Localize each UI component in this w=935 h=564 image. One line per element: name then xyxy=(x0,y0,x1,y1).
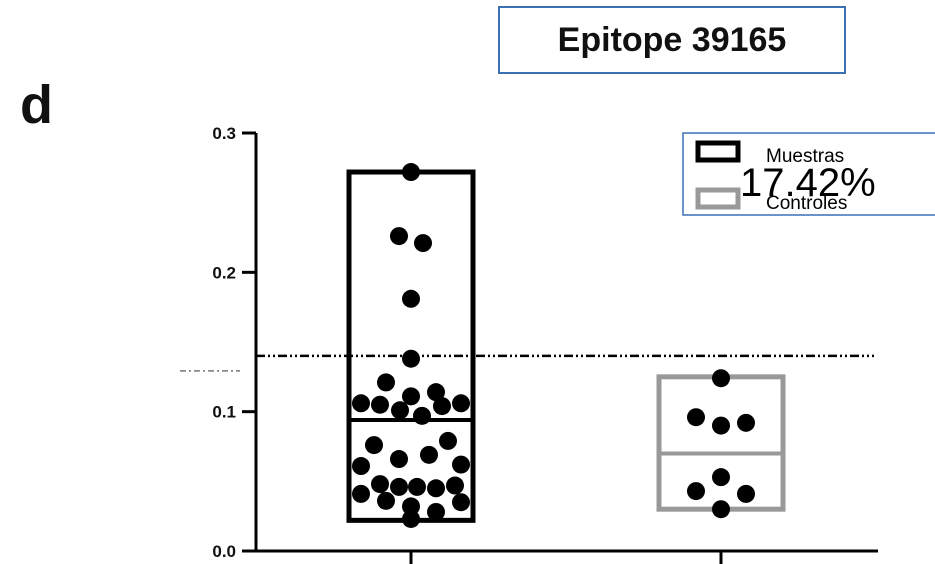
y-tick-label: 0.1 xyxy=(212,403,236,422)
data-point xyxy=(377,491,395,510)
y-tick-label: 0.0 xyxy=(212,542,236,561)
panel-label: d xyxy=(20,75,53,135)
data-point xyxy=(737,484,755,503)
data-point xyxy=(413,406,431,425)
data-point xyxy=(390,477,408,496)
data-point xyxy=(352,457,370,476)
data-point xyxy=(391,401,409,420)
percentage-annotation: 17.42% xyxy=(740,161,876,205)
data-point xyxy=(390,227,408,246)
data-point xyxy=(365,436,383,455)
data-point xyxy=(402,163,420,182)
y-tick-label: 0.3 xyxy=(212,124,236,143)
data-point xyxy=(402,497,420,516)
legend-label-controls: Controles xyxy=(766,193,847,214)
data-point xyxy=(712,416,730,435)
data-point xyxy=(452,455,470,474)
data-point xyxy=(427,479,445,498)
data-point xyxy=(390,450,408,469)
data-point xyxy=(402,509,420,528)
data-point xyxy=(402,349,420,368)
data-point xyxy=(712,468,730,487)
data-point xyxy=(352,394,370,413)
data-point xyxy=(712,369,730,388)
data-point xyxy=(377,373,395,392)
legend-swatch-samples xyxy=(695,140,741,163)
data-point xyxy=(371,395,389,414)
y-tick-label: 0.2 xyxy=(212,263,236,282)
box-1 xyxy=(656,374,786,512)
legend-swatch-controls xyxy=(695,187,741,210)
data-point xyxy=(408,477,426,496)
data-point xyxy=(402,387,420,406)
data-point xyxy=(433,397,451,416)
data-point xyxy=(427,383,445,402)
data-point xyxy=(439,431,457,450)
data-point xyxy=(687,482,705,501)
chart-title: Epitope 39165 xyxy=(498,6,846,74)
data-point xyxy=(452,394,470,413)
data-point xyxy=(414,234,432,253)
legend-label-samples: Muestras xyxy=(766,146,844,167)
data-point xyxy=(352,484,370,503)
legend-box xyxy=(682,132,935,216)
data-point xyxy=(402,289,420,308)
data-point xyxy=(446,476,464,495)
data-point xyxy=(420,445,438,464)
data-point xyxy=(737,413,755,432)
data-point xyxy=(712,500,730,519)
data-point xyxy=(427,502,445,521)
data-point xyxy=(371,475,389,494)
data-point xyxy=(452,493,470,512)
data-point xyxy=(687,408,705,427)
